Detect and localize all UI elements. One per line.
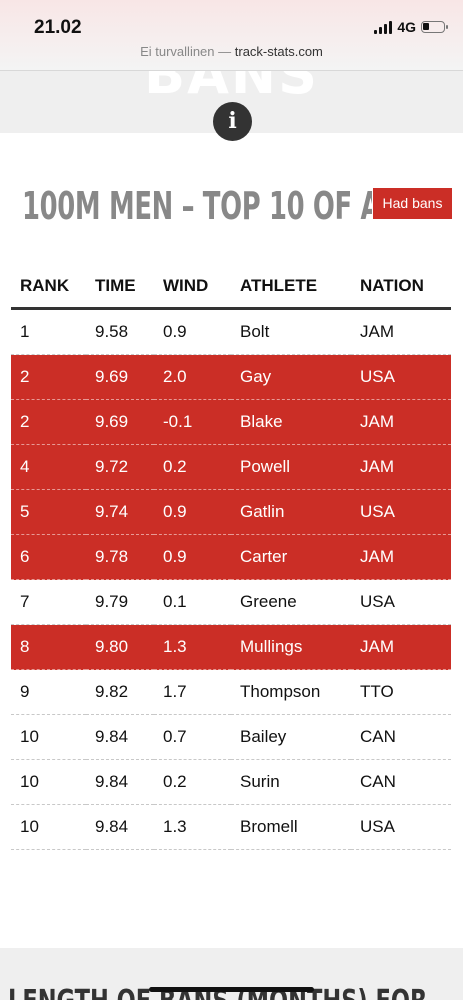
home-indicator[interactable] bbox=[149, 987, 314, 992]
section-heading-ghost: BANS bbox=[143, 71, 320, 106]
cell-time: 9.72 bbox=[86, 444, 154, 490]
cell-time: 9.74 bbox=[86, 489, 154, 535]
cell-athlete: Carter bbox=[231, 534, 351, 580]
cell-wind: -0.1 bbox=[154, 399, 231, 445]
cell-nation: USA bbox=[351, 354, 451, 400]
cell-nation: TTO bbox=[351, 669, 451, 715]
table-row: 1 9.58 0.9 Bolt JAM bbox=[11, 308, 451, 355]
table-row: 5 9.74 0.9 Gatlin USA bbox=[11, 489, 451, 535]
cell-rank: 8 bbox=[11, 624, 86, 670]
cell-athlete: Gay bbox=[231, 354, 351, 400]
info-icon[interactable]: i bbox=[213, 102, 252, 141]
cell-athlete: Surin bbox=[231, 759, 351, 805]
cell-time: 9.84 bbox=[86, 759, 154, 805]
signal-icon bbox=[374, 20, 393, 34]
cell-nation: USA bbox=[351, 804, 451, 850]
table-row: 6 9.78 0.9 Carter JAM bbox=[11, 534, 451, 580]
cell-athlete: Thompson bbox=[231, 669, 351, 715]
cell-wind: 0.9 bbox=[154, 489, 231, 535]
security-label: Ei turvallinen — bbox=[140, 44, 232, 59]
cell-wind: 0.2 bbox=[154, 444, 231, 490]
cell-nation: USA bbox=[351, 489, 451, 535]
clock: 21.02 bbox=[34, 17, 82, 38]
cell-athlete: Blake bbox=[231, 399, 351, 445]
header-nation: NATION bbox=[351, 265, 451, 310]
cell-wind: 1.3 bbox=[154, 624, 231, 670]
cell-time: 9.80 bbox=[86, 624, 154, 670]
cell-nation: CAN bbox=[351, 759, 451, 805]
network-type: 4G bbox=[397, 19, 416, 35]
table-row: 9 9.82 1.7 Thompson TTO bbox=[11, 669, 451, 715]
cell-wind: 2.0 bbox=[154, 354, 231, 400]
cell-time: 9.69 bbox=[86, 354, 154, 400]
cell-athlete: Gatlin bbox=[231, 489, 351, 535]
chart-title-wrap: 100M MEN – TOP 10 OF ALL TIME bbox=[22, 184, 372, 229]
cell-time: 9.78 bbox=[86, 534, 154, 580]
header-rank: RANK bbox=[11, 265, 86, 310]
cell-time: 9.84 bbox=[86, 714, 154, 760]
cell-nation: USA bbox=[351, 579, 451, 625]
cell-rank: 1 bbox=[11, 308, 86, 355]
table-row: 4 9.72 0.2 Powell JAM bbox=[11, 444, 451, 490]
cell-wind: 0.1 bbox=[154, 579, 231, 625]
table-row: 7 9.79 0.1 Greene USA bbox=[11, 579, 451, 625]
cell-time: 9.79 bbox=[86, 579, 154, 625]
header-wind: WIND bbox=[154, 265, 231, 310]
table-row: 8 9.80 1.3 Mullings JAM bbox=[11, 624, 451, 670]
cell-nation: JAM bbox=[351, 399, 451, 445]
table-row: 2 9.69 -0.1 Blake JAM bbox=[11, 399, 451, 445]
cell-nation: JAM bbox=[351, 624, 451, 670]
chart-title: 100M MEN – TOP 10 OF ALL TIME bbox=[22, 184, 372, 228]
cell-rank: 10 bbox=[11, 759, 86, 805]
cell-nation: JAM bbox=[351, 308, 451, 355]
table-row: 10 9.84 1.3 Bromell USA bbox=[11, 804, 451, 850]
cell-rank: 4 bbox=[11, 444, 86, 490]
cell-athlete: Bailey bbox=[231, 714, 351, 760]
address-bar[interactable]: Ei turvallinen — track-stats.com bbox=[0, 44, 463, 59]
results-table: RANK TIME WIND ATHLETE NATION 1 9.58 0.9 Bo… bbox=[11, 265, 451, 850]
legend-had-bans: Had bans bbox=[373, 188, 452, 219]
table-row: 10 9.84 0.7 Bailey CAN bbox=[11, 714, 451, 760]
cell-athlete: Greene bbox=[231, 579, 351, 625]
table-row: 10 9.84 0.2 Surin CAN bbox=[11, 759, 451, 805]
cell-time: 9.82 bbox=[86, 669, 154, 715]
next-section: LENGTH OF BANS (MONTHS) FOR bbox=[0, 948, 463, 1000]
cell-nation: JAM bbox=[351, 534, 451, 580]
cell-wind: 0.9 bbox=[154, 534, 231, 580]
cell-time: 9.84 bbox=[86, 804, 154, 850]
cell-nation: CAN bbox=[351, 714, 451, 760]
header-time: TIME bbox=[86, 265, 154, 310]
cell-rank: 5 bbox=[11, 489, 86, 535]
status-indicators: 4G bbox=[374, 19, 448, 35]
battery-icon bbox=[421, 21, 448, 33]
domain-label: track-stats.com bbox=[234, 44, 323, 59]
cell-rank: 10 bbox=[11, 714, 86, 760]
cell-wind: 1.3 bbox=[154, 804, 231, 850]
next-section-title: LENGTH OF BANS (MONTHS) FOR bbox=[8, 984, 427, 1000]
cell-athlete: Bolt bbox=[231, 308, 351, 355]
cell-rank: 9 bbox=[11, 669, 86, 715]
cell-wind: 1.7 bbox=[154, 669, 231, 715]
cell-wind: 0.7 bbox=[154, 714, 231, 760]
table-row: 2 9.69 2.0 Gay USA bbox=[11, 354, 451, 400]
cell-wind: 0.2 bbox=[154, 759, 231, 805]
table-body: 1 9.58 0.9 Bolt JAM 2 9.69 2.0 Gay USA 2 9.69 -0.1 Bl… bbox=[11, 308, 451, 850]
header-athlete: ATHLETE bbox=[231, 265, 351, 310]
cell-time: 9.58 bbox=[86, 308, 154, 355]
status-bar: 21.02 4G Ei turvallinen — track-stats.co… bbox=[0, 0, 463, 71]
cell-time: 9.69 bbox=[86, 399, 154, 445]
cell-athlete: Bromell bbox=[231, 804, 351, 850]
cell-rank: 7 bbox=[11, 579, 86, 625]
table-header-row: RANK TIME WIND ATHLETE NATION bbox=[11, 265, 451, 310]
cell-rank: 2 bbox=[11, 354, 86, 400]
cell-nation: JAM bbox=[351, 444, 451, 490]
cell-wind: 0.9 bbox=[154, 308, 231, 355]
cell-rank: 6 bbox=[11, 534, 86, 580]
cell-athlete: Mullings bbox=[231, 624, 351, 670]
cell-rank: 10 bbox=[11, 804, 86, 850]
cell-athlete: Powell bbox=[231, 444, 351, 490]
cell-rank: 2 bbox=[11, 399, 86, 445]
